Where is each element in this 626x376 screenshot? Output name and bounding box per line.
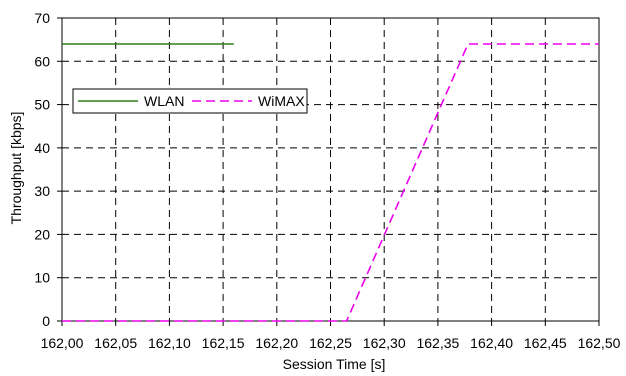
- x-tick-label: 162,20: [255, 335, 298, 351]
- y-tick-label: 10: [34, 270, 50, 286]
- x-tick-label: 162,30: [363, 335, 406, 351]
- y-axis-label: Throughput [kbps]: [8, 112, 24, 225]
- grid: [62, 18, 599, 321]
- axes: [57, 17, 600, 326]
- y-tick-label: 50: [34, 97, 50, 113]
- tick-labels: 0 10 20 30 40 50 60 70 162,00 162,05 162,10 162,15 1…: [34, 10, 620, 351]
- x-tick-label: 162,40: [470, 335, 513, 351]
- y-tick-label: 20: [34, 226, 50, 242]
- x-tick-label: 162,35: [416, 335, 459, 351]
- series-line-wimax: [62, 43, 599, 322]
- x-tick-label: 162,15: [202, 335, 245, 351]
- x-tick-label: 162,45: [524, 335, 567, 351]
- y-tick-label: 30: [34, 183, 50, 199]
- x-tick-label: 162,00: [41, 335, 84, 351]
- legend: WLAN WiMAX: [72, 88, 308, 114]
- series-lines: [62, 43, 599, 322]
- x-tick-label: 162,10: [148, 335, 191, 351]
- x-tick-label: 162,05: [94, 335, 137, 351]
- x-tick-label: 162,25: [309, 335, 352, 351]
- x-axis-label: Session Time [s]: [283, 356, 386, 372]
- legend-label-wlan: WLAN: [144, 93, 184, 109]
- legend-label-wimax: WiMAX: [258, 93, 305, 109]
- y-tick-label: 60: [34, 53, 50, 69]
- y-tick-label: 40: [34, 140, 50, 156]
- y-tick-label: 70: [34, 10, 50, 26]
- y-tick-label: 0: [42, 313, 50, 329]
- x-tick-label: 162,50: [578, 335, 621, 351]
